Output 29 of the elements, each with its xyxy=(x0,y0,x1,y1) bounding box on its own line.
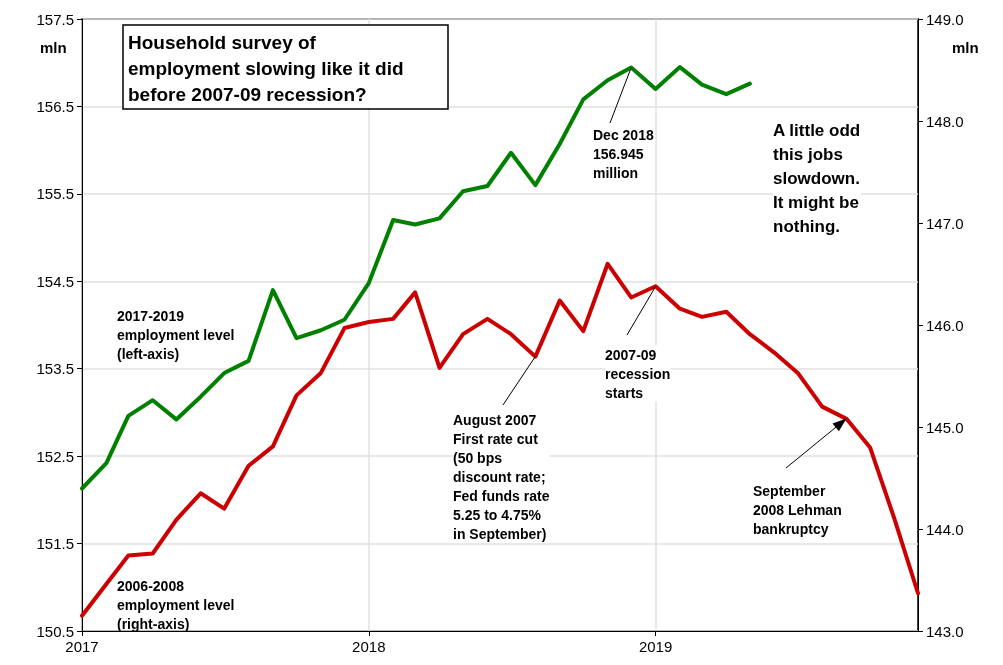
annotation: A little odd this jobs slowdown. It might be nothing. xyxy=(773,120,861,236)
annotation: Dec 2018 156.945 million xyxy=(593,126,654,181)
x-tick-label: 2019 xyxy=(638,638,673,655)
y2-tick-label: 143.0 xyxy=(926,622,964,640)
y-tick-label: 156.5 xyxy=(36,97,74,115)
x-tick-label: 2018 xyxy=(352,638,386,655)
y2-tick-label: 145.0 xyxy=(926,418,964,436)
series-label: 2006-2008 employment level (right-axis) xyxy=(117,577,235,632)
y-tick-label: 152.5 xyxy=(36,447,74,465)
y-tick-label: 157.5 xyxy=(36,10,74,28)
y-tick-label: 154.5 xyxy=(36,272,74,290)
series-label: 2017-2019 employment level (left-axis) xyxy=(117,307,235,362)
annotation: August 2007 First rate cut (50 bps discount rate; Fed funds rate 5.25 to 4.75% in September) xyxy=(453,411,550,542)
y-tick-label: 150.5 xyxy=(36,622,74,640)
y-axis-title: mln xyxy=(40,39,67,56)
line-series xyxy=(80,261,920,618)
x-tick-label: 2017 xyxy=(65,638,99,655)
y2-tick-label: 147.0 xyxy=(926,214,964,232)
y2-tick-label: 149.0 xyxy=(926,10,964,28)
annotation: 2007-09 recession starts xyxy=(605,346,671,401)
y-tick-label: 155.5 xyxy=(36,185,74,203)
y2-tick-label: 148.0 xyxy=(926,112,964,130)
y2-tick-label: 146.0 xyxy=(926,316,964,334)
y-tick-label: 153.5 xyxy=(36,360,74,378)
y2-tick-label: 144.0 xyxy=(926,520,964,538)
y-tick-label: 151.5 xyxy=(36,535,74,553)
y2-axis-title: mln xyxy=(952,39,979,56)
annotation: September 2008 Lehman bankruptcy xyxy=(753,482,842,537)
text: Household survey of employment slowing like it did before 2007-09 recession? xyxy=(128,31,404,105)
